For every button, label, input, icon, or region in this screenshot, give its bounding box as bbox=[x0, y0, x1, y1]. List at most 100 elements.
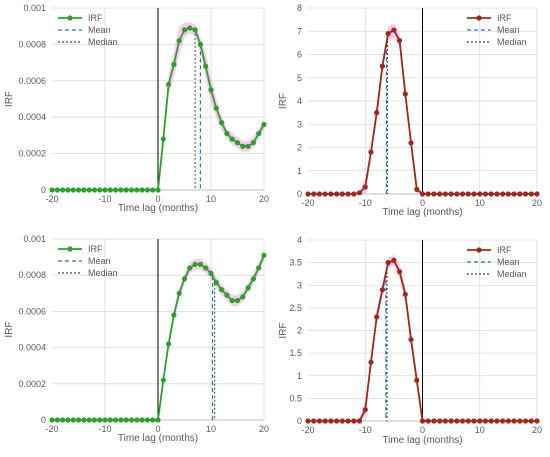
y-tick-label: 2 bbox=[297, 326, 302, 336]
y-tick-label: 0.5 bbox=[289, 393, 302, 403]
irf-data-point bbox=[213, 105, 219, 111]
chart-bottom-left: 0 0.0002 0.0004 0.0006 0.0008 0.001 -20 -10 0 10 2… bbox=[4, 234, 269, 444]
irf-data-point bbox=[234, 140, 241, 146]
legend-label-median: Median bbox=[497, 37, 527, 47]
irf-data-point bbox=[118, 417, 124, 423]
irf-data-point bbox=[414, 186, 420, 192]
irf-data-point bbox=[208, 270, 214, 276]
legend-label-mean: Mean bbox=[88, 25, 111, 35]
y-tick-label: 0 bbox=[297, 416, 302, 426]
x-tick-label: -10 bbox=[98, 194, 111, 204]
chart-bottom-right: 0 0.5 1 1.5 2 2.5 3 3.5 4 -20 -10 0 10 20 Time lag (mo… bbox=[278, 235, 542, 446]
y-tick-label: 2.5 bbox=[289, 303, 302, 313]
irf-data-point bbox=[334, 191, 340, 197]
irf-data-point bbox=[128, 417, 135, 423]
irf-data-point bbox=[534, 418, 540, 424]
y-tick-label: 0.0006 bbox=[18, 306, 46, 316]
irf-data-point bbox=[102, 417, 108, 423]
y-tick-label: 5 bbox=[297, 73, 302, 83]
x-tick-label: 20 bbox=[259, 424, 269, 434]
irf-data-point bbox=[155, 187, 161, 193]
irf-data-point bbox=[240, 294, 246, 300]
irf-data-point bbox=[459, 418, 466, 424]
irf-data-point bbox=[362, 184, 368, 190]
y-tick-label: 0.0002 bbox=[18, 379, 46, 389]
legend-label-mean: Mean bbox=[497, 257, 520, 267]
irf-data-point bbox=[123, 187, 129, 193]
irf-data-point bbox=[419, 191, 426, 197]
irf-data-point bbox=[351, 191, 357, 197]
irf-data-point bbox=[454, 191, 460, 197]
y-tick-label: 0.001 bbox=[23, 3, 46, 13]
irf-data-point bbox=[60, 187, 66, 193]
y-tick-label: 1 bbox=[297, 371, 302, 381]
irf-data-point bbox=[328, 418, 334, 424]
chart-top-left: 0 0.0002 0.0004 0.0006 0.0008 0.001 -20 -10 0 10 2… bbox=[4, 3, 269, 214]
irf-data-point bbox=[107, 187, 113, 193]
irf-data-point bbox=[155, 417, 161, 423]
legend-marker-irf bbox=[67, 246, 73, 252]
irf-data-point bbox=[397, 269, 403, 275]
irf-data-point bbox=[245, 143, 251, 149]
legend-label-irf: IRF bbox=[88, 244, 103, 254]
legend-marker-irf bbox=[67, 15, 73, 21]
legend-marker-irf bbox=[476, 15, 482, 21]
legend-label-mean: Mean bbox=[497, 25, 520, 35]
x-tick-label: 20 bbox=[532, 425, 542, 435]
legend-label-irf: IRF bbox=[497, 13, 512, 23]
y-tick-label: 0.0004 bbox=[18, 343, 46, 353]
irf-data-point bbox=[408, 140, 414, 146]
irf-data-point bbox=[339, 418, 345, 424]
irf-data-point bbox=[187, 265, 193, 271]
y-tick-label: 0 bbox=[41, 185, 46, 195]
irf-data-point bbox=[442, 418, 448, 424]
irf-data-point bbox=[171, 61, 177, 68]
irf-data-point bbox=[356, 190, 363, 196]
irf-data-point bbox=[229, 297, 235, 304]
y-tick-label: 3 bbox=[297, 119, 302, 129]
x-tick-label: -20 bbox=[45, 424, 58, 434]
x-axis-title: Time lag (months) bbox=[118, 203, 198, 214]
irf-data-point bbox=[454, 418, 460, 424]
legend-label-median: Median bbox=[497, 269, 527, 279]
irf-data-point bbox=[385, 260, 391, 266]
irf-data-point bbox=[391, 27, 397, 33]
irf-data-point bbox=[65, 417, 71, 423]
x-tick-label: 10 bbox=[475, 425, 485, 435]
irf-data-point bbox=[203, 265, 209, 271]
irf-data-point bbox=[150, 417, 156, 423]
legend-label-mean: Mean bbox=[88, 256, 111, 266]
irf-data-point bbox=[123, 417, 129, 423]
irf-data-point bbox=[328, 191, 334, 197]
irf-data-point bbox=[517, 418, 523, 424]
irf-data-point bbox=[414, 377, 420, 383]
irf-data-point bbox=[368, 359, 374, 365]
irf-data-point bbox=[150, 187, 156, 193]
irf-data-point bbox=[459, 191, 466, 197]
legend-label-irf: IRF bbox=[497, 245, 512, 255]
legend-label-irf: IRF bbox=[88, 13, 103, 23]
x-tick-label: 0 bbox=[420, 198, 425, 208]
y-tick-label: 2 bbox=[297, 143, 302, 153]
irf-data-point bbox=[505, 191, 511, 197]
irf-data-point bbox=[139, 417, 145, 423]
irf-data-point bbox=[197, 261, 203, 267]
irf-data-point bbox=[91, 417, 97, 423]
irf-data-point bbox=[322, 418, 328, 424]
irf-data-point bbox=[192, 27, 198, 33]
irf-data-point bbox=[316, 191, 323, 197]
irf-data-point bbox=[70, 417, 76, 423]
irf-data-point bbox=[345, 191, 351, 197]
irf-data-point bbox=[391, 257, 397, 263]
y-axis-title: IRF bbox=[4, 91, 15, 107]
irf-data-point bbox=[368, 149, 374, 155]
irf-data-point bbox=[234, 297, 241, 304]
chart-top-right: 0 1 2 3 4 5 6 7 8 -20 -10 0 10 20 Time lag (months) IRF… bbox=[278, 3, 542, 218]
irf-data-point bbox=[250, 140, 256, 146]
irf-data-point bbox=[113, 417, 119, 423]
x-tick-label: -10 bbox=[359, 198, 372, 208]
irf-data-point bbox=[176, 290, 182, 296]
irf-data-point bbox=[419, 418, 426, 424]
x-tick-label: -20 bbox=[301, 198, 314, 208]
irf-data-point bbox=[517, 191, 523, 197]
